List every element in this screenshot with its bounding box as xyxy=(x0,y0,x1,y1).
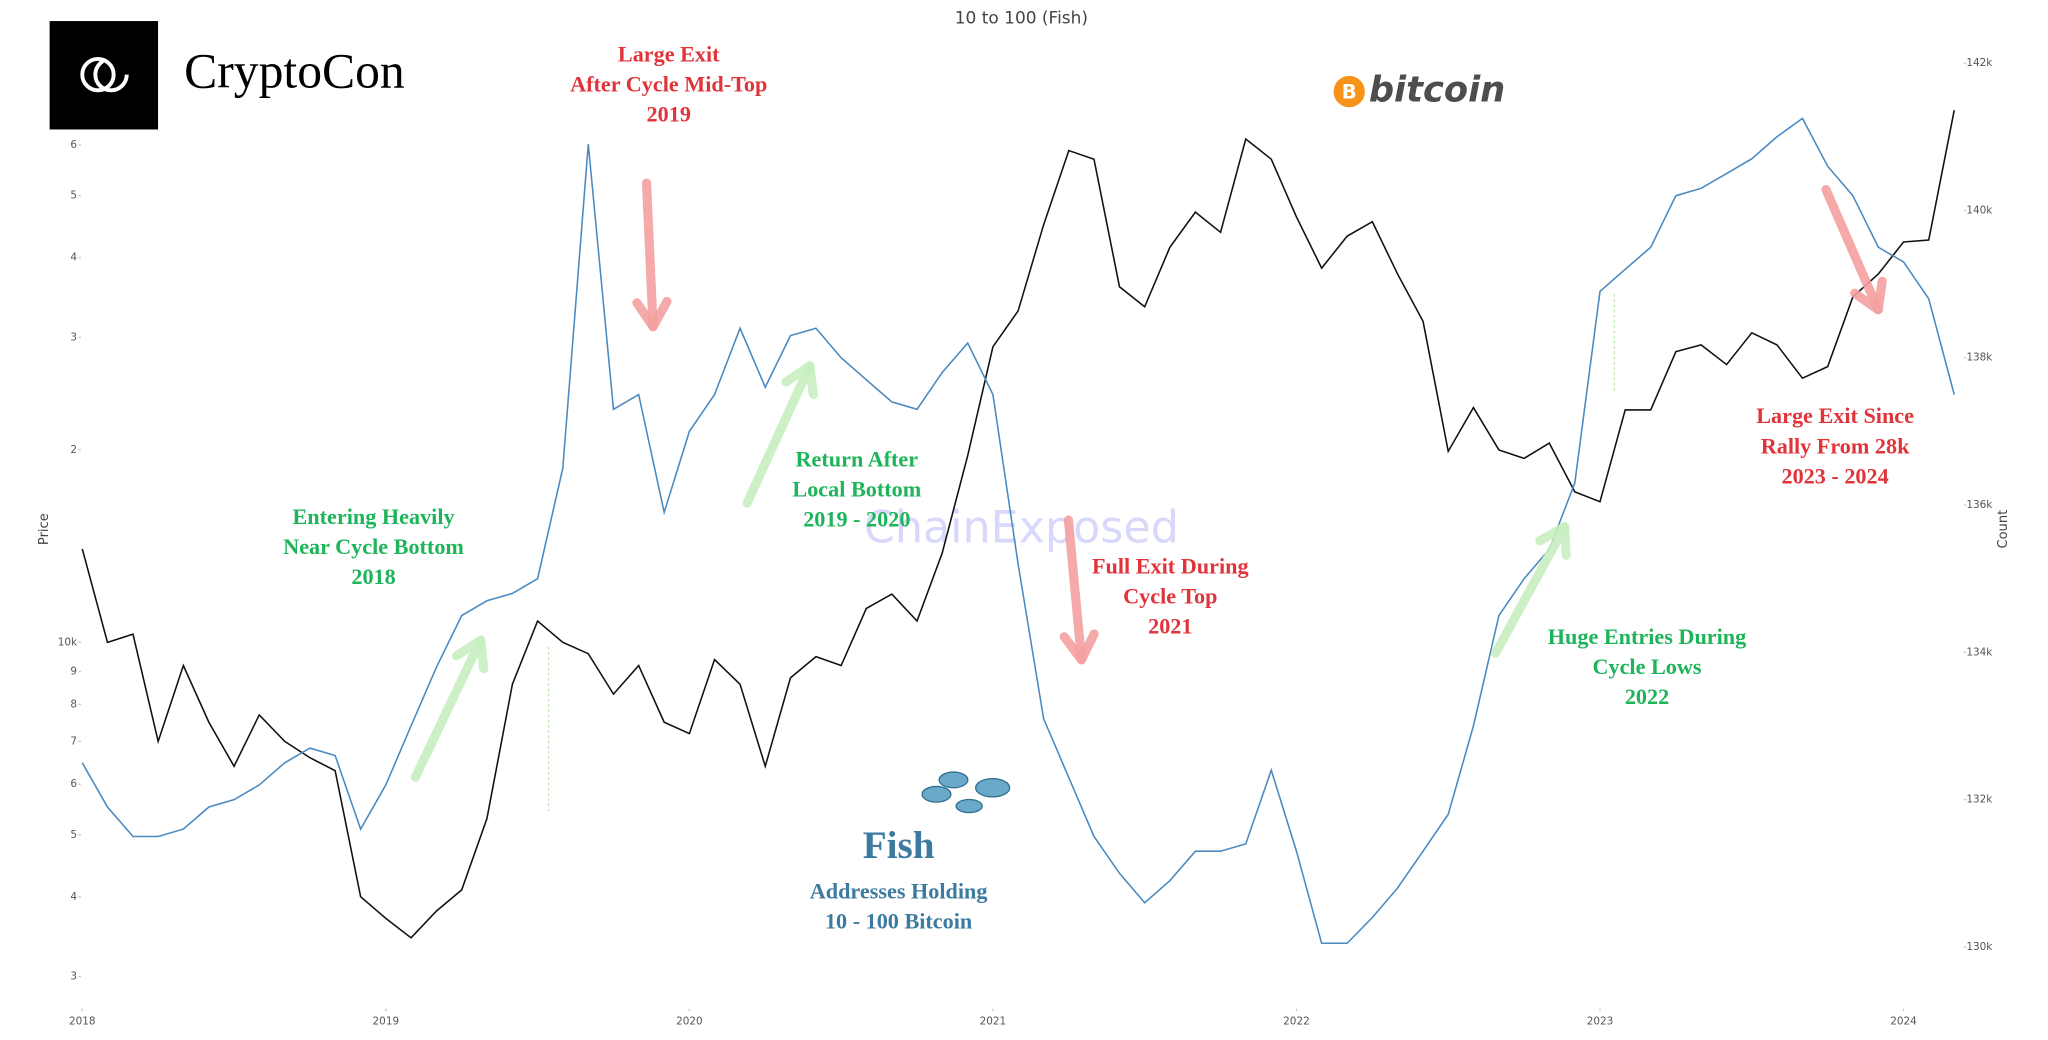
bitcoin-icon: B xyxy=(1342,80,1357,103)
series-line xyxy=(81,117,1955,945)
y-tick-label: 8 xyxy=(70,698,77,710)
arrow-head xyxy=(781,361,818,399)
annotation: 2023 - 2024 xyxy=(1781,463,1888,488)
series-line xyxy=(81,110,1956,939)
y-tick-label: 6 xyxy=(70,778,77,790)
annotation: Huge Entries During xyxy=(1548,624,1746,649)
arrow-head xyxy=(451,635,489,674)
y2-tick-label: 142k xyxy=(1966,57,1993,69)
y-tick-label: 2 xyxy=(70,444,77,456)
y2-tick-label: 140k xyxy=(1966,204,1993,216)
y2-axis-label: Count xyxy=(1996,510,2011,549)
x-tick-label: 2023 xyxy=(1587,1016,1614,1028)
annotation: Entering Heavily xyxy=(293,504,455,529)
logo-text: CryptoCon xyxy=(184,43,405,98)
x-tick-label: 2020 xyxy=(676,1016,703,1028)
annotation: Local Bottom xyxy=(792,476,921,501)
annotation: Return After xyxy=(796,446,919,471)
annotation: Large Exit xyxy=(618,41,720,66)
annotation: Near Cycle Bottom xyxy=(283,534,464,559)
logo-box xyxy=(49,21,159,130)
arrow-head xyxy=(1059,629,1099,665)
y-axis-label: Price xyxy=(37,513,52,545)
annotation: 2019 - 2020 xyxy=(803,506,910,531)
watermark: ChainExposed xyxy=(864,502,1179,553)
bitcoin-icon xyxy=(1333,75,1365,108)
x-tick-label: 2024 xyxy=(1890,1016,1917,1028)
x-tick-label: 2021 xyxy=(980,1016,1007,1028)
y-tick-label: 6 xyxy=(70,139,77,151)
arrow xyxy=(410,635,486,782)
arrow xyxy=(1063,515,1087,665)
x-tick-label: 2019 xyxy=(373,1016,400,1028)
x-tick-label: 2018 xyxy=(69,1016,96,1028)
logo-mark xyxy=(80,56,116,93)
annotation: Full Exit During xyxy=(1092,553,1249,578)
chart-title: 10 to 100 (Fish) xyxy=(955,8,1088,28)
arrow-head xyxy=(1850,276,1887,315)
fish-title: Fish xyxy=(863,824,935,867)
fish-subtitle: 10 - 100 Bitcoin xyxy=(825,909,972,934)
annotation: 2021 xyxy=(1148,614,1192,639)
arrow xyxy=(1490,521,1570,658)
arrow xyxy=(1821,184,1883,315)
y2-tick-label: 132k xyxy=(1966,794,1993,806)
y2-tick-label: 130k xyxy=(1966,941,1993,953)
logo-mark xyxy=(93,56,129,93)
arrow xyxy=(742,361,815,508)
y-tick-label: 3 xyxy=(70,331,77,343)
arrow xyxy=(641,178,658,332)
x-tick-label: 2022 xyxy=(1283,1016,1310,1028)
annotation: Rally From 28k xyxy=(1761,433,1910,458)
annotation: 2022 xyxy=(1625,684,1669,709)
annotation: After Cycle Mid-Top xyxy=(570,71,767,96)
annotation: 2019 xyxy=(647,102,691,127)
annotation: Cycle Top xyxy=(1123,583,1217,608)
arrow-head xyxy=(1535,521,1571,560)
y2-tick-label: 134k xyxy=(1966,646,1993,658)
y2-tick-label: 136k xyxy=(1966,499,1993,511)
y-tick-label: 3 xyxy=(70,971,77,983)
y-tick-label: 4 xyxy=(70,891,77,903)
y2-tick-label: 138k xyxy=(1966,352,1993,364)
y-tick-label: 7 xyxy=(70,735,77,747)
y-tick-label: 9 xyxy=(70,666,77,678)
brand-text: bitcoin xyxy=(1369,70,1505,111)
y-tick-label: 5 xyxy=(70,829,77,841)
y-tick-label: 10k xyxy=(58,636,78,648)
annotation: Cycle Lows xyxy=(1592,654,1701,679)
annotation: 2018 xyxy=(351,564,395,589)
fish-subtitle: Addresses Holding xyxy=(810,879,988,904)
arrow-head xyxy=(632,296,672,332)
y-tick-label: 5 xyxy=(70,190,77,202)
annotation: Large Exit Since xyxy=(1756,403,1914,428)
y-tick-label: 4 xyxy=(70,252,77,264)
fish-icon xyxy=(921,771,1011,814)
